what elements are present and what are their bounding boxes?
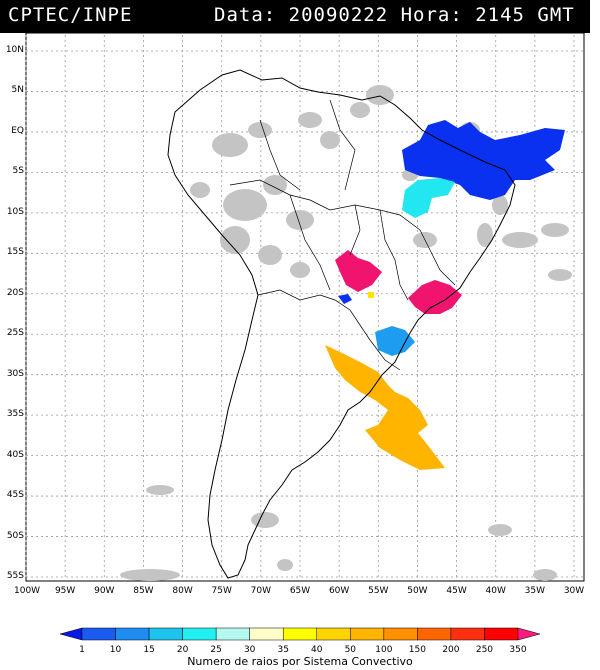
system-magenta-west — [335, 250, 382, 292]
colorbar-swatch — [316, 627, 351, 641]
colorbar-tick: 200 — [442, 645, 459, 655]
colorbar-tick: 40 — [311, 645, 323, 655]
source-label: CPTEC/INPE — [8, 4, 133, 26]
lat-label: 10S — [6, 206, 24, 217]
colorbar-tick: 30 — [244, 645, 256, 655]
lat-label: EQ — [11, 125, 24, 136]
lat-label: 10N — [5, 45, 24, 55]
colorbar-swatch — [450, 627, 485, 641]
system-yellow-small — [368, 292, 374, 298]
lon-label: 50W — [407, 586, 428, 596]
colorbar-swatch — [115, 627, 150, 641]
lon-label: 40W — [485, 586, 506, 596]
lon-label: 45W — [446, 586, 467, 596]
lat-label: 35S — [6, 409, 24, 420]
datetime-label: Data: 20090222 Hora: 2145 GMT — [214, 4, 575, 26]
colorbar-tick: 15 — [143, 645, 154, 655]
lat-label: 15S — [6, 247, 24, 258]
colorbar-title: Numero de raios por Sistema Convectivo — [187, 655, 413, 668]
lon-label: 80W — [172, 586, 193, 596]
convective-systems — [325, 120, 565, 470]
colorbar-swatch — [282, 627, 318, 641]
system-lightblue-south — [375, 326, 415, 356]
colorbar-tick: 100 — [375, 645, 392, 655]
lon-label: 75W — [211, 586, 232, 596]
colorbar: 1 10 15 20 25 30 35 40 50 100 150 200 250 350 Numero … — [59, 627, 541, 668]
colorbar-swatch — [249, 627, 284, 641]
system-orange-south — [325, 345, 445, 470]
system-blue-north — [402, 120, 565, 200]
lon-label: 70W — [250, 586, 272, 596]
lightning-map — [25, 33, 585, 582]
lon-label: 30W — [563, 586, 585, 596]
lon-label: 55W — [368, 586, 389, 596]
lon-label: 65W — [289, 586, 311, 596]
lat-label: 30S — [6, 368, 24, 379]
cloud-cover — [120, 85, 572, 581]
colorbar-swatch — [417, 627, 452, 641]
lat-label: 5N — [11, 85, 24, 96]
colorbar-swatch — [383, 627, 418, 641]
colorbar-tick: 20 — [177, 645, 189, 655]
system-blue-small-west — [338, 294, 352, 304]
colorbar-tick: 1 — [79, 645, 85, 655]
colorbar-swatch — [59, 627, 83, 641]
lat-label: 40S — [6, 449, 24, 460]
lon-label: 35W — [524, 586, 546, 596]
colorbar-tick: 150 — [409, 645, 426, 655]
header-bar: CPTEC/INPE Data: 20090222 Hora: 2145 GMT — [0, 0, 590, 33]
lon-label: 90W — [94, 586, 115, 596]
lat-label: 20S — [6, 287, 24, 298]
system-cyan-central — [402, 178, 455, 218]
colorbar-swatch — [350, 627, 385, 641]
colorbar-swatch — [182, 627, 217, 641]
coastlines — [167, 69, 516, 579]
lat-label: 50S — [6, 530, 24, 541]
colorbar-swatch — [81, 627, 116, 641]
lat-label: 25S — [6, 328, 24, 339]
colorbar-tick: 350 — [509, 645, 526, 655]
colorbar-tick: 25 — [210, 645, 221, 655]
country-borders — [229, 99, 456, 371]
lon-label: 95W — [54, 586, 76, 596]
colorbar-swatch — [517, 627, 541, 641]
colorbar-swatch — [148, 627, 183, 641]
colorbar-tick: 35 — [278, 645, 289, 655]
lat-label: 55S — [6, 571, 24, 581]
lat-label: 45S — [6, 490, 24, 501]
lon-label: 100W — [14, 586, 41, 596]
lat-label: 5S — [12, 166, 24, 177]
lon-label: 60W — [328, 586, 350, 596]
colorbar-tick: 10 — [110, 645, 122, 655]
colorbar-tick: 250 — [476, 645, 493, 655]
colorbar-tick: 50 — [345, 645, 357, 655]
system-magenta-east — [408, 280, 462, 314]
colorbar-swatch — [215, 627, 250, 641]
lon-label: 85W — [133, 586, 154, 596]
colorbar-swatch — [484, 627, 519, 641]
